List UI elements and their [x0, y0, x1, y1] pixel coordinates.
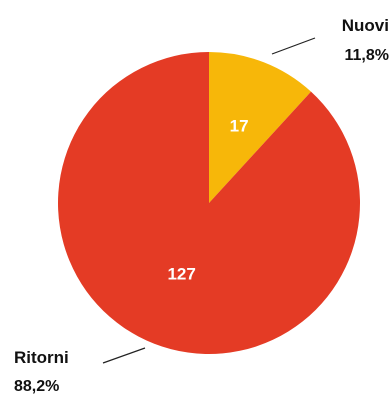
slice-label-ritorni: Ritorni 88,2%	[14, 347, 146, 395]
slice-percent-ritorni: 88,2%	[14, 378, 59, 395]
slice-name-ritorni: Ritorni	[14, 348, 69, 367]
slice-value-nuovi: 17	[230, 117, 249, 136]
pie-slice-nuovi	[209, 52, 312, 203]
leader-line-ritorni	[102, 347, 146, 364]
slice-percent-nuovi: 11,8%	[345, 47, 389, 64]
pie-slice-ritorni	[57, 52, 360, 354]
pie-slices	[57, 52, 360, 354]
slice-value-ritorni: 127	[167, 264, 195, 283]
slice-name-nuovi: Nuovi	[342, 16, 389, 35]
leader-line-nuovi	[271, 37, 316, 55]
inside-value-labels: 17 127	[167, 117, 248, 284]
slice-label-nuovi: Nuovi 11,8%	[271, 16, 389, 64]
